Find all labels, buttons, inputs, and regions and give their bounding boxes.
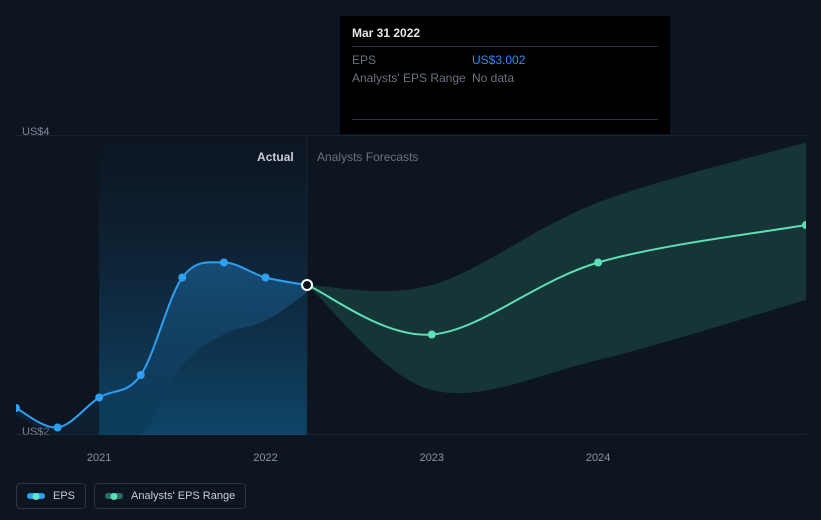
tooltip-label: Analysts' EPS Range <box>352 69 472 87</box>
eps-actual-point[interactable] <box>54 424 62 432</box>
eps-actual-point[interactable] <box>178 274 186 282</box>
eps-actual-point[interactable] <box>261 274 269 282</box>
legend-dot-icon <box>111 493 118 500</box>
eps-actual-point[interactable] <box>137 371 145 379</box>
legend-marker-icon <box>27 493 45 499</box>
legend-dot-icon <box>33 493 40 500</box>
tooltip-value: No data <box>472 69 514 87</box>
plot-area[interactable] <box>16 135 806 435</box>
eps-chart: Mar 31 2022 EPSUS$3.002Analysts' EPS Ran… <box>0 0 821 520</box>
x-axis-label: 2022 <box>253 452 277 464</box>
eps-actual-point[interactable] <box>95 394 103 402</box>
x-axis-label: 2021 <box>87 452 111 464</box>
eps-forecast-point[interactable] <box>594 259 602 267</box>
x-axis: 2021 2022 2023 2024 <box>16 452 806 466</box>
highlight-point[interactable] <box>302 280 312 290</box>
eps-forecast-point[interactable] <box>428 331 436 339</box>
forecast-range-band <box>307 143 806 394</box>
tooltip-value: US$3.002 <box>472 51 525 69</box>
x-axis-label: 2023 <box>420 452 444 464</box>
tooltip-row: EPSUS$3.002 <box>352 51 658 69</box>
tooltip-label: EPS <box>352 51 472 69</box>
tooltip-divider <box>352 46 658 47</box>
tooltip-row: Analysts' EPS RangeNo data <box>352 69 658 87</box>
legend-label: Analysts' EPS Range <box>131 490 235 502</box>
eps-actual-point[interactable] <box>220 259 228 267</box>
tooltip-divider-bottom <box>352 119 658 120</box>
legend-marker-icon <box>105 493 123 499</box>
legend: EPS Analysts' EPS Range <box>16 483 246 509</box>
x-axis-label: 2024 <box>586 452 610 464</box>
tooltip-date: Mar 31 2022 <box>352 26 658 40</box>
legend-label: EPS <box>53 490 75 502</box>
chart-tooltip: Mar 31 2022 EPSUS$3.002Analysts' EPS Ran… <box>340 16 670 134</box>
legend-item[interactable]: EPS <box>16 483 86 509</box>
legend-item[interactable]: Analysts' EPS Range <box>94 483 246 509</box>
